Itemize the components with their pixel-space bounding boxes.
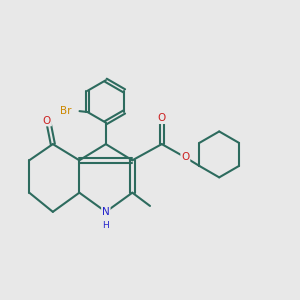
Text: H: H — [103, 220, 109, 230]
Text: O: O — [43, 116, 51, 126]
Text: O: O — [158, 113, 166, 123]
Text: Br: Br — [60, 106, 72, 116]
Text: O: O — [181, 152, 190, 162]
Text: N: N — [102, 207, 110, 217]
